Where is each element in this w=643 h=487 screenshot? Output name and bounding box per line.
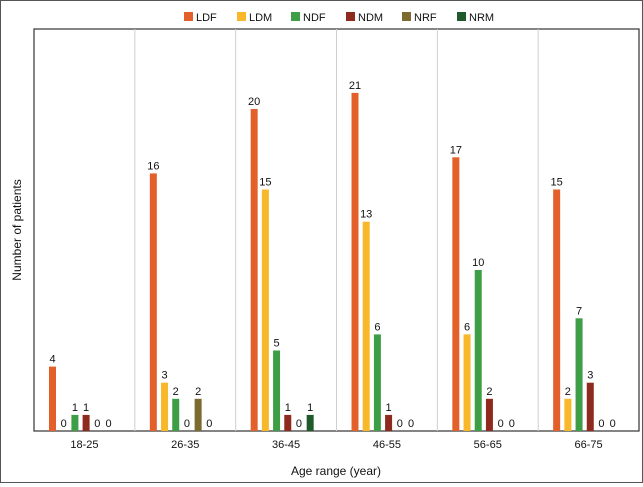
bar-label-nrf-56-65: 0 (498, 418, 504, 430)
bar-label-ldf-56-65: 17 (450, 144, 462, 156)
bar-label-nrm-18-25: 0 (105, 418, 111, 430)
bar-label-ndf-56-65: 10 (472, 257, 484, 269)
bar-ndm-18-25 (82, 414, 90, 431)
bars (49, 92, 594, 432)
bar-ndf-26-35 (172, 398, 180, 431)
x-tick-26-35: 26-35 (171, 439, 199, 451)
legend: LDF LDM NDF NDM NRF NRM (184, 12, 494, 24)
bar-ndm-56-65 (485, 398, 493, 431)
bar-label-ndf-36-45: 5 (274, 338, 280, 350)
bar-label-ldf-26-35: 16 (147, 160, 159, 172)
x-tick-56-65: 56-65 (474, 439, 502, 451)
legend-swatch-nrf (402, 12, 411, 21)
bar-nrf-26-35 (194, 398, 202, 431)
bar-label-ldf-18-25: 4 (49, 354, 55, 366)
x-tick-66-75: 66-75 (575, 439, 603, 451)
bar-ndf-46-55 (373, 334, 381, 431)
bar-ldf-66-75 (553, 189, 561, 431)
legend-label-nrm: NRM (469, 12, 494, 24)
bar-label-nrf-66-75: 0 (598, 418, 604, 430)
bar-ldm-36-45 (261, 189, 269, 431)
bar-label-nrf-26-35: 2 (195, 386, 201, 398)
x-tick-36-45: 36-45 (272, 439, 300, 451)
bar-ndm-36-45 (284, 414, 292, 431)
bar-label-nrf-18-25: 0 (94, 418, 100, 430)
bar-ndf-56-65 (474, 270, 482, 431)
x-tick-18-25: 18-25 (70, 439, 98, 451)
bar-label-ldm-46-55: 13 (360, 209, 372, 221)
bar-ndf-36-45 (273, 350, 281, 431)
bar-label-ldm-56-65: 6 (464, 321, 470, 333)
bar-ndm-46-55 (385, 414, 393, 431)
bar-label-ndm-56-65: 2 (486, 386, 492, 398)
bar-label-ldf-46-55: 21 (349, 80, 361, 92)
bar-label-ndm-18-25: 1 (83, 402, 89, 414)
bar-label-ndf-66-75: 7 (576, 305, 582, 317)
bar-label-ldm-36-45: 15 (259, 177, 271, 189)
bar-label-nrf-46-55: 0 (397, 418, 403, 430)
bar-label-nrm-56-65: 0 (509, 418, 515, 430)
bar-ndf-18-25 (71, 414, 79, 431)
x-axis-label: Age range (year) (291, 464, 381, 478)
category-gridlines (134, 29, 539, 431)
legend-swatch-ndf (291, 12, 300, 21)
bar-label-nrm-26-35: 0 (206, 418, 212, 430)
bar-ldf-56-65 (452, 157, 460, 432)
bar-ldf-46-55 (351, 92, 359, 432)
bar-label-nrm-46-55: 0 (408, 418, 414, 430)
bar-label-nrm-36-45: 1 (307, 402, 313, 414)
bar-label-ndm-26-35: 0 (184, 418, 190, 430)
bar-ldf-36-45 (250, 109, 258, 431)
bar-label-ldm-26-35: 3 (161, 370, 167, 382)
bar-ldm-66-75 (564, 398, 572, 431)
bar-ldm-26-35 (161, 382, 169, 431)
bar-label-ndf-26-35: 2 (173, 386, 179, 398)
bar-ndf-66-75 (575, 318, 583, 431)
bar-label-ndm-46-55: 1 (386, 402, 392, 414)
bar-label-ldm-66-75: 2 (565, 386, 571, 398)
legend-swatch-ndm (346, 12, 355, 21)
bar-label-ndf-46-55: 6 (374, 321, 380, 333)
bar-label-ldm-18-25: 0 (61, 418, 67, 430)
bar-ldm-56-65 (463, 334, 471, 431)
bar-label-nrf-36-45: 0 (296, 418, 302, 430)
x-axis-tick-labels: 18-25 26-35 36-45 46-55 56-65 66-75 (70, 439, 602, 451)
bar-label-ldf-36-45: 20 (248, 96, 260, 108)
bar-ldf-18-25 (49, 366, 56, 431)
legend-label-nrf: NRF (414, 12, 437, 24)
bar-label-ndm-36-45: 1 (285, 402, 291, 414)
legend-label-ndf: NDF (303, 12, 326, 24)
legend-swatch-nrm (457, 12, 466, 21)
legend-label-ldm: LDM (249, 12, 272, 24)
bar-ndm-66-75 (586, 382, 594, 431)
legend-swatch-ldf (184, 12, 193, 21)
y-axis-label: Number of patients (10, 179, 24, 280)
bar-nrm-36-45 (306, 414, 314, 431)
x-tick-46-55: 46-55 (373, 439, 401, 451)
legend-swatch-ldm (237, 12, 246, 21)
bar-ldm-46-55 (362, 221, 370, 431)
bar-label-ldf-66-75: 15 (551, 177, 563, 189)
bar-label-ndm-66-75: 3 (587, 370, 593, 382)
legend-label-ldf: LDF (196, 12, 217, 24)
bar-ldf-26-35 (149, 173, 157, 431)
bar-label-nrm-66-75: 0 (610, 418, 616, 430)
bar-label-ndf-18-25: 1 (72, 402, 78, 414)
legend-label-ndm: NDM (358, 12, 383, 24)
